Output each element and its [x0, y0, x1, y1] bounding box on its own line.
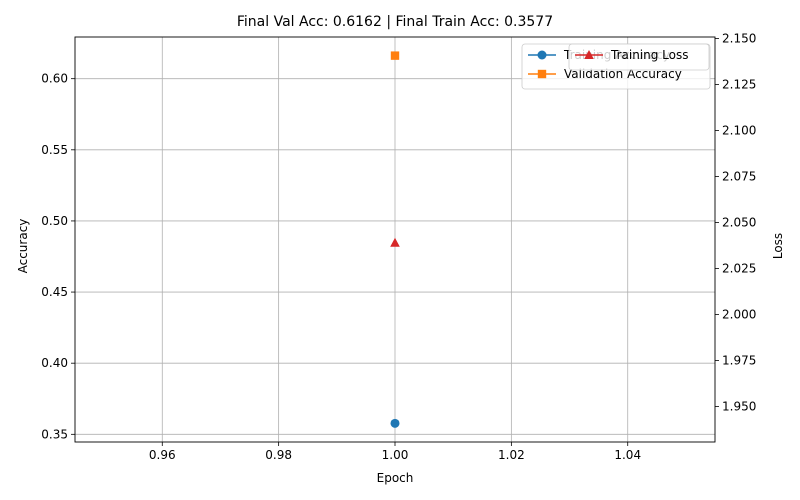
data-point	[390, 237, 400, 247]
y-right-tick-label: 1.975	[722, 353, 756, 367]
legend-label: Validation Accuracy	[564, 67, 682, 81]
y-right-tick-label: 2.000	[722, 307, 756, 321]
y-left-tick-label: 0.55	[41, 143, 68, 157]
series-layer	[390, 51, 400, 428]
y-left-tick-label: 0.35	[41, 427, 68, 441]
y-right-tick-label: 2.050	[722, 215, 756, 229]
y-right-tick-label: 1.950	[722, 399, 756, 413]
y-left-tick-label: 0.50	[41, 214, 68, 228]
y-right-tick-label: 2.150	[722, 31, 756, 45]
series-validation-accuracy	[390, 51, 400, 60]
x-tick-label: 1.02	[498, 448, 525, 462]
legend-marker	[584, 50, 594, 59]
y-left-tick-label: 0.45	[41, 285, 68, 299]
legend-label: Training Loss	[610, 48, 688, 62]
y-right-tick-label: 2.075	[722, 169, 756, 183]
y-axis-right: 1.950 1.975 2.000 2.025 2.050 2.075 2.100 2.125…	[715, 31, 756, 413]
y-axis-right-label: Loss	[771, 233, 785, 259]
data-point	[390, 418, 400, 428]
x-tick-label: 0.98	[265, 448, 292, 462]
y-axis-left-label: Accuracy	[16, 219, 30, 274]
series-training-accuracy	[390, 418, 400, 428]
series-training-loss	[390, 237, 400, 247]
y-left-tick-label: 0.40	[41, 356, 68, 370]
data-point	[390, 51, 400, 60]
grid	[75, 37, 715, 442]
y-axis-left: 0.35 0.40 0.45 0.50 0.55 0.60	[41, 72, 75, 441]
y-left-tick-label: 0.60	[41, 72, 68, 86]
y-right-tick-label: 2.125	[722, 77, 756, 91]
y-right-tick-label: 2.025	[722, 261, 756, 275]
legend-box	[568, 43, 710, 71]
chart-title: Final Val Acc: 0.6162 | Final Train Acc:…	[237, 14, 553, 30]
x-tick-label: 1.00	[382, 448, 409, 462]
y-right-tick-label: 2.100	[722, 123, 756, 137]
legend-marker	[537, 69, 547, 79]
x-tick-label: 1.04	[614, 448, 641, 462]
legend-right: Training Loss	[568, 43, 710, 71]
x-axis-label: Epoch	[377, 471, 414, 485]
x-axis: 0.96 0.98 1.00 1.02 1.04	[149, 442, 641, 462]
legend-marker	[537, 50, 547, 60]
x-tick-label: 0.96	[149, 448, 176, 462]
